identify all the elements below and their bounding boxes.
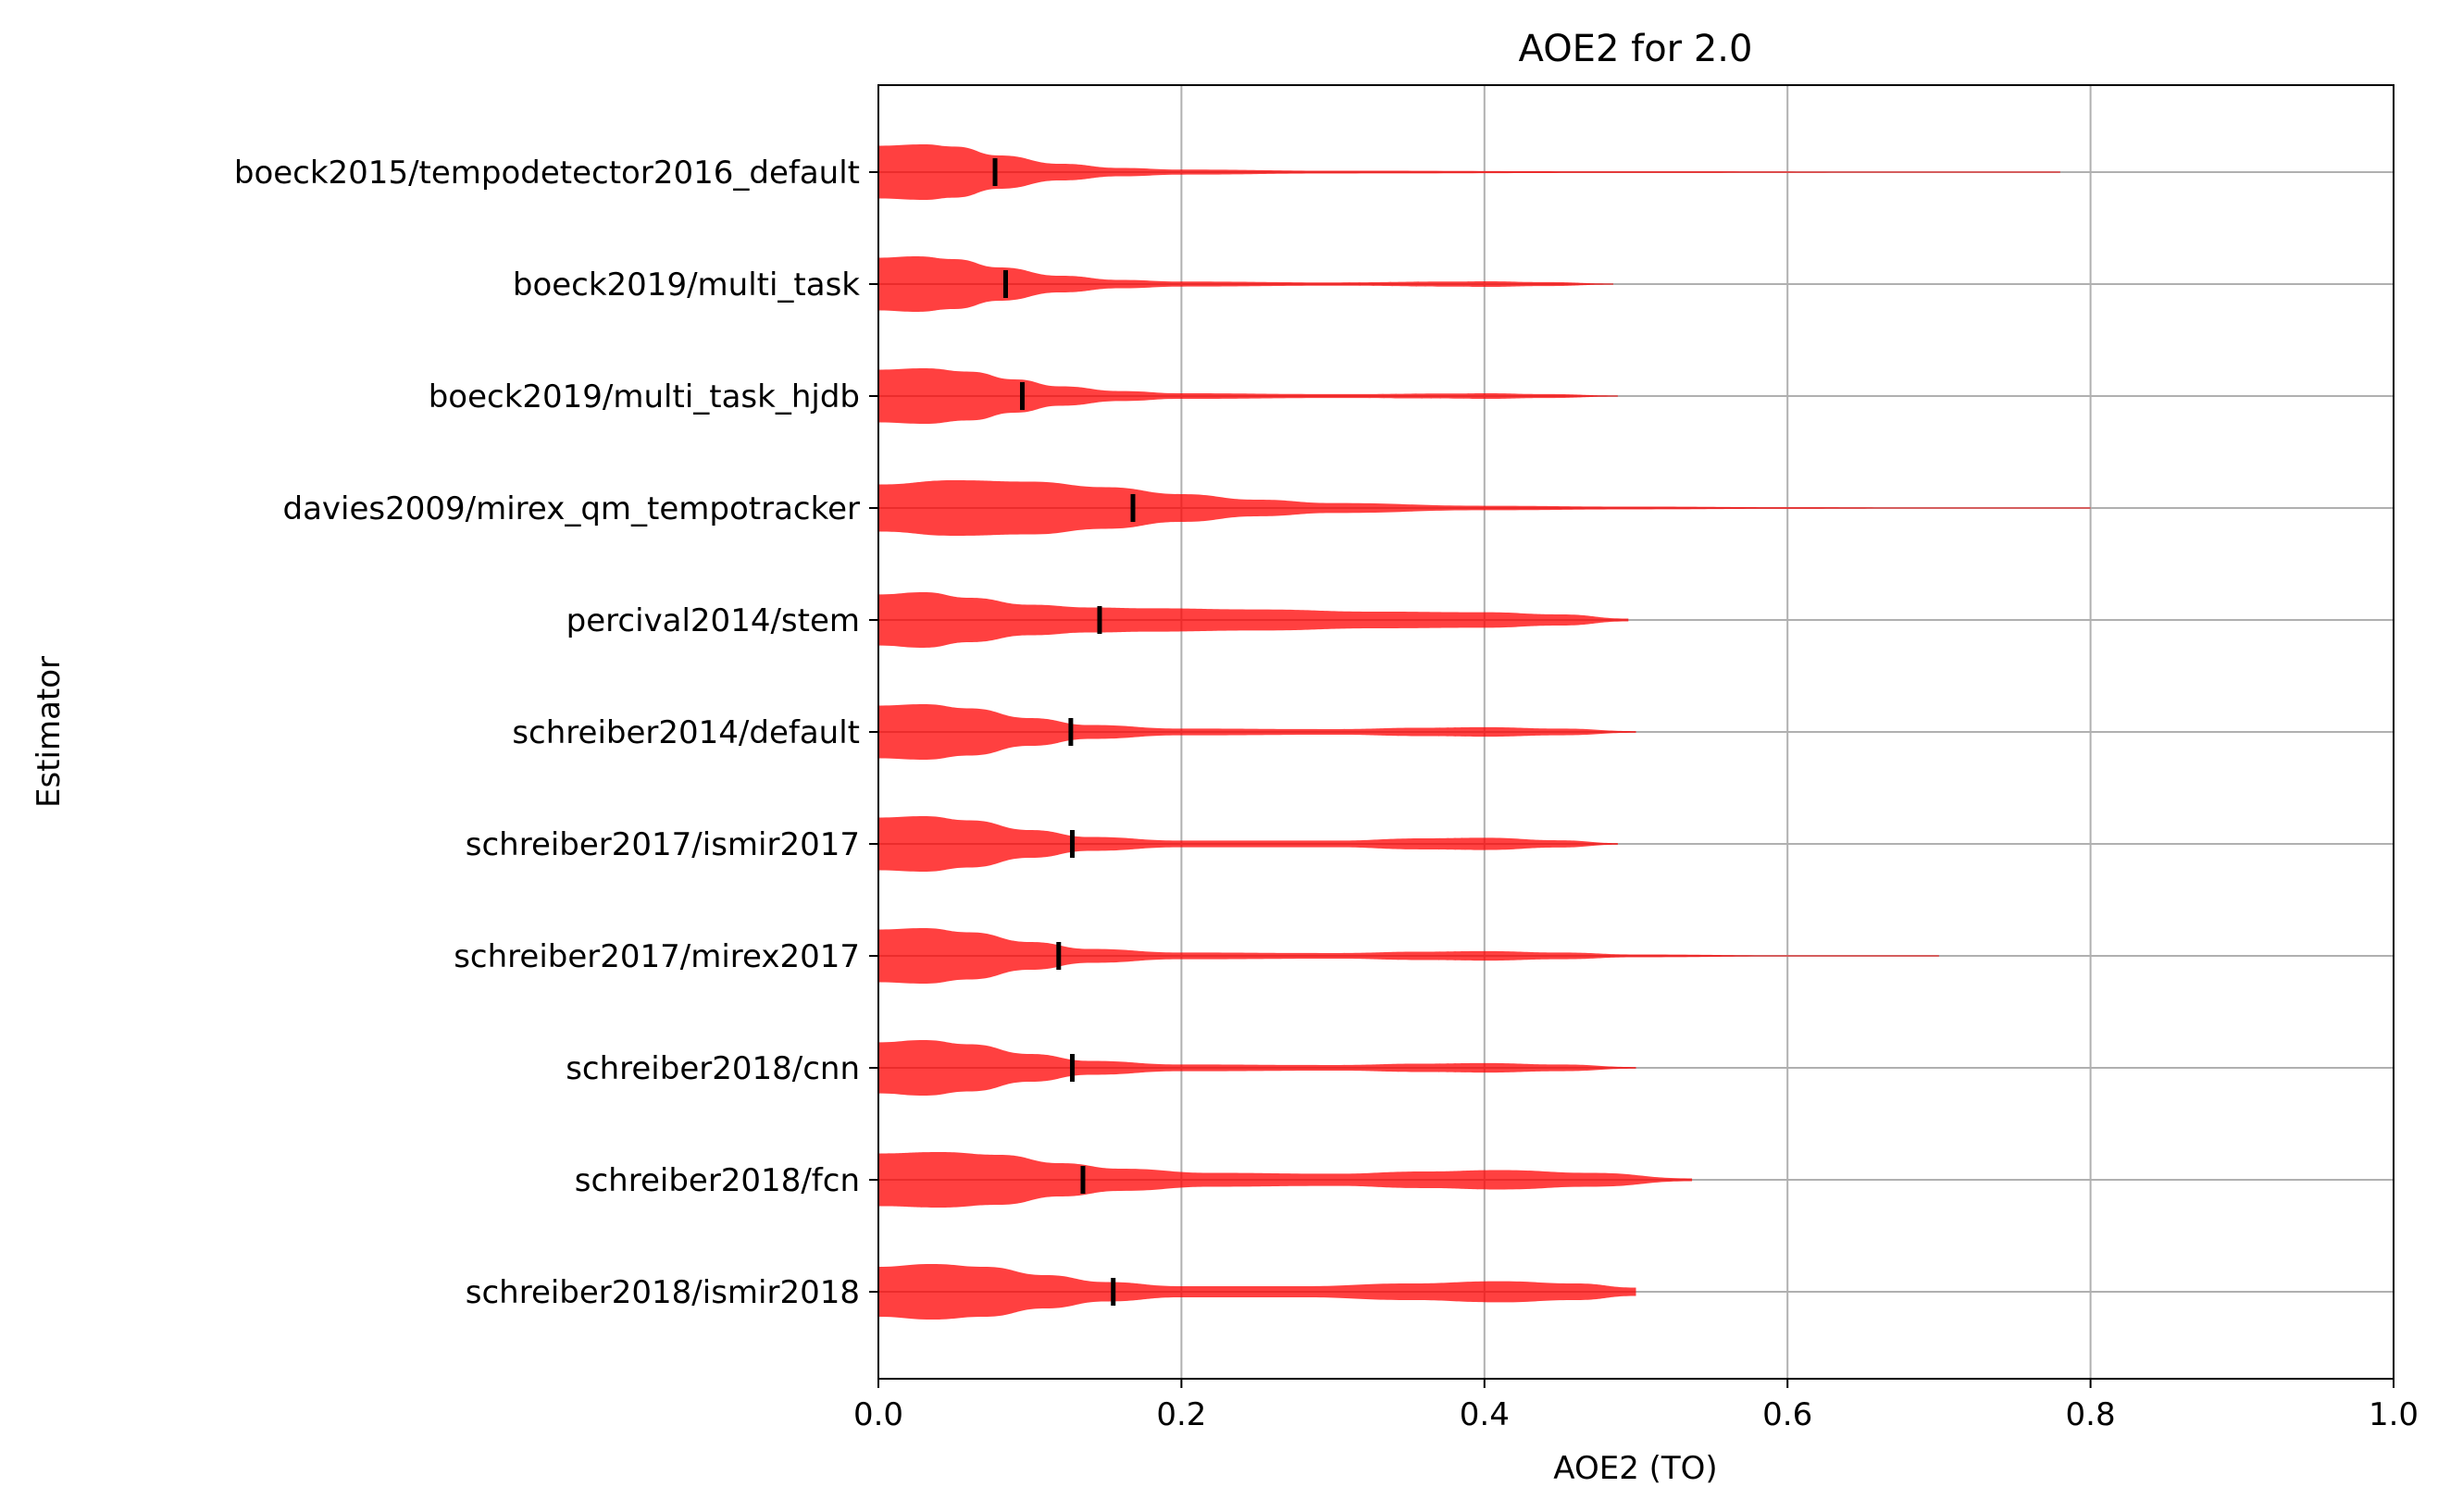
x-tick-label: 0.2 (1156, 1396, 1206, 1433)
chart-title: AOE2 for 2.0 (1519, 28, 1753, 70)
violin-body (878, 368, 1618, 424)
y-tick-label: schreiber2017/ismir2017 (466, 826, 860, 863)
x-tick-label: 1.0 (2369, 1396, 2419, 1433)
y-tick-label: boeck2015/tempodetector2016_default (234, 155, 860, 192)
violin-body (878, 256, 1613, 312)
x-tick-label: 0.6 (1762, 1396, 1812, 1433)
x-axis-ticks: 0.0 0.2 0.4 0.6 0.8 1.0 (853, 1379, 2419, 1433)
violin-body (878, 144, 2060, 200)
x-axis-label: AOE2 (TO) (1553, 1450, 1717, 1487)
y-tick-label: davies2009/mirex_qm_tempotracker (282, 490, 860, 527)
violin-body (878, 480, 2091, 536)
y-axis-label: Estimator (31, 656, 68, 808)
violin-body (878, 704, 1636, 760)
y-axis-ticks: boeck2015/tempodetector2016_defaultboeck… (234, 155, 878, 1311)
y-tick-label: schreiber2018/ismir2018 (466, 1274, 860, 1311)
y-tick-label: boeck2019/multi_task (513, 266, 860, 304)
x-tick-label: 0.8 (2066, 1396, 2116, 1433)
median-markers (992, 158, 1136, 1306)
violin-body (878, 592, 1629, 648)
violin-body (878, 928, 1939, 984)
y-tick-label: schreiber2017/mirex2017 (454, 938, 860, 975)
x-tick-label: 0.0 (853, 1396, 903, 1433)
y-tick-label: schreiber2018/cnn (566, 1050, 860, 1087)
violin-body (878, 816, 1618, 872)
y-tick-label: boeck2019/multi_task_hjdb (429, 378, 860, 415)
violin-body (878, 1040, 1636, 1096)
y-tick-label: percival2014/stem (566, 602, 860, 639)
violin-body (878, 1264, 1636, 1320)
x-tick-label: 0.4 (1460, 1396, 1510, 1433)
y-tick-label: schreiber2014/default (512, 714, 860, 751)
y-tick-label: schreiber2018/fcn (575, 1162, 860, 1199)
